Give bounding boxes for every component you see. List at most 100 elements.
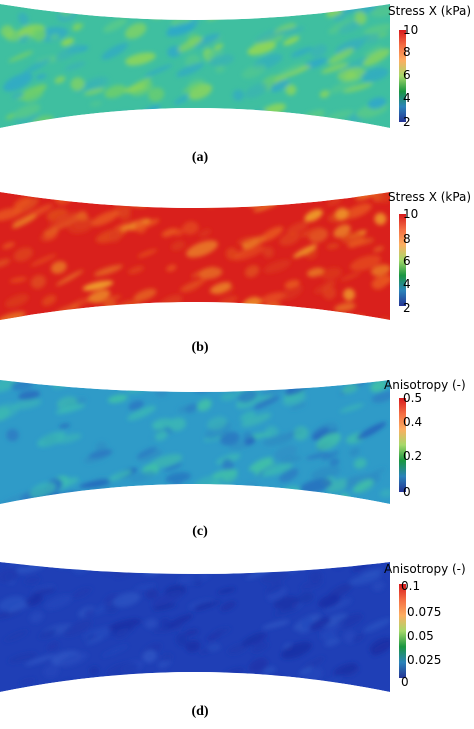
field-patch: [4, 630, 29, 642]
field-patch: [326, 197, 342, 206]
field-patch: [137, 248, 158, 258]
field-patch: [155, 677, 180, 692]
field-patch: [343, 288, 356, 301]
colorbar-d: [399, 584, 406, 678]
field-patch: [154, 430, 168, 441]
field-patch: [64, 61, 86, 71]
field-patch: [276, 501, 306, 504]
legend-title-d: Anisotropy (-): [384, 562, 466, 576]
field-patch: [357, 507, 390, 514]
field-patch: [249, 457, 273, 472]
field-patch: [142, 673, 162, 685]
field-patch: [206, 199, 218, 208]
field-patch: [221, 458, 234, 472]
field-patch: [11, 92, 24, 99]
field-patch: [0, 380, 20, 393]
field-patch: [262, 433, 294, 446]
field-patch: [372, 581, 385, 591]
field-patch: [37, 431, 66, 447]
field-patch: [241, 64, 266, 79]
field-patch: [134, 584, 156, 590]
field-patch: [131, 562, 150, 567]
field-patch: [367, 97, 387, 109]
field-patch: [180, 312, 204, 320]
field-patch: [44, 594, 73, 610]
field-patch: [243, 236, 266, 248]
field-patch: [184, 628, 199, 636]
field-patch: [127, 265, 145, 275]
field-patch: [316, 432, 341, 450]
field-patch: [275, 26, 306, 36]
field-patch: [353, 478, 375, 493]
tick-d-4: 0: [401, 675, 409, 689]
field-patch: [101, 644, 129, 657]
field-patch: [194, 601, 213, 609]
field-patch: [8, 50, 34, 63]
caption-a: (a): [191, 150, 209, 165]
field-patch: [41, 295, 57, 306]
field-patch: [30, 254, 57, 267]
field-patch: [285, 84, 297, 96]
field-patch: [29, 482, 56, 499]
field-patch: [22, 57, 52, 75]
field-patch: [207, 416, 228, 430]
field-patch: [284, 279, 300, 289]
field-patch: [280, 641, 312, 659]
field-patch: [54, 76, 66, 84]
field-patch: [306, 267, 325, 277]
field-patch: [115, 628, 130, 639]
field-patch: [374, 212, 387, 225]
field-patch: [237, 389, 258, 403]
field-patch: [205, 309, 220, 320]
field-patch: [71, 586, 92, 599]
field-patch: [129, 470, 156, 483]
field-patch: [133, 288, 157, 302]
field-patch: [55, 192, 86, 196]
field-patch: [363, 23, 390, 35]
field-patch: [298, 494, 316, 504]
field-patch: [127, 405, 157, 421]
field-patch: [114, 223, 128, 230]
field-patch: [134, 220, 147, 234]
field-patch: [13, 247, 33, 262]
field-patch: [145, 192, 166, 197]
field-patch: [43, 380, 58, 384]
field-patch: [9, 276, 27, 283]
field-patch: [337, 67, 367, 82]
field-patch: [247, 118, 267, 127]
field-patch: [92, 684, 112, 692]
field-patch: [19, 127, 46, 128]
field-patch: [165, 471, 191, 484]
field-d: [0, 562, 390, 692]
field-patch: [107, 394, 128, 404]
field-patch: [166, 4, 181, 6]
field-patch: [53, 192, 69, 198]
field-patch: [352, 503, 384, 504]
field-patch: [203, 130, 226, 140]
field-patch: [17, 84, 47, 101]
field-patch: [82, 280, 114, 291]
field-patch: [262, 666, 276, 674]
field-c: [0, 380, 390, 514]
field-patch: [325, 109, 354, 121]
field-patch: [237, 680, 269, 692]
field-patch: [354, 11, 367, 25]
field-patch: [211, 469, 238, 479]
field-patch: [324, 637, 341, 647]
tick-c-1: 0.4: [403, 415, 423, 429]
field-patch: [188, 599, 213, 609]
field-patch: [175, 633, 189, 647]
field-patch: [59, 652, 89, 667]
field-patch: [244, 82, 268, 99]
field-patch: [19, 678, 36, 685]
field-patch: [165, 321, 186, 326]
field-patch: [362, 48, 390, 67]
field-patch: [109, 562, 122, 568]
field-patch: [328, 47, 355, 65]
field-patch: [204, 421, 232, 440]
tick-a-1: 8: [403, 45, 411, 59]
field-patch: [251, 641, 269, 654]
field-patch: [52, 192, 71, 198]
field-patch: [137, 449, 163, 462]
field-patch: [17, 12, 29, 25]
